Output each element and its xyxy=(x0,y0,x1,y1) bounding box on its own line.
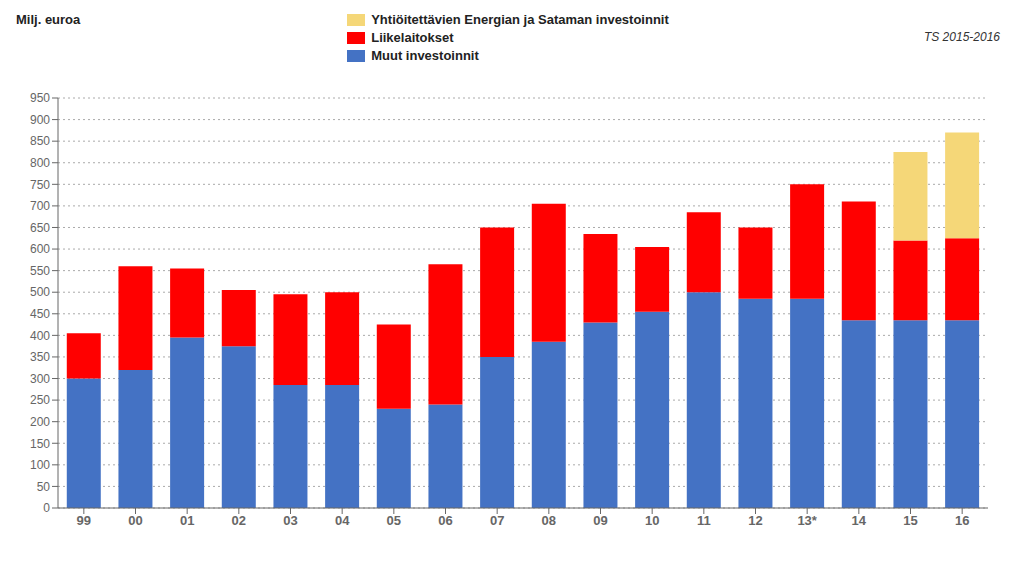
svg-text:600: 600 xyxy=(30,242,50,256)
svg-text:04: 04 xyxy=(335,513,350,528)
svg-text:800: 800 xyxy=(30,156,50,170)
svg-text:950: 950 xyxy=(30,91,50,105)
svg-text:03: 03 xyxy=(283,513,297,528)
svg-text:750: 750 xyxy=(30,178,50,192)
svg-text:15: 15 xyxy=(903,513,917,528)
svg-text:13*: 13* xyxy=(797,513,817,528)
svg-text:100: 100 xyxy=(30,458,50,472)
svg-text:450: 450 xyxy=(30,307,50,321)
svg-text:0: 0 xyxy=(43,501,50,515)
html-text:Yhtiöitettävien Energian ja Sa: Yhtiöitettävien Energian ja Sataman inve… xyxy=(371,12,669,27)
svg-text:10: 10 xyxy=(645,513,659,528)
html-text:Milj. euroa: Milj. euroa xyxy=(16,12,81,27)
svg-text:01: 01 xyxy=(180,513,194,528)
svg-text:05: 05 xyxy=(387,513,401,528)
html-text:Liikelaitokset: Liikelaitokset xyxy=(371,30,454,45)
svg-text:200: 200 xyxy=(30,415,50,429)
svg-text:00: 00 xyxy=(128,513,142,528)
svg-text:50: 50 xyxy=(37,480,51,494)
svg-text:400: 400 xyxy=(30,329,50,343)
svg-text:850: 850 xyxy=(30,134,50,148)
svg-text:09: 09 xyxy=(593,513,607,528)
svg-text:16: 16 xyxy=(955,513,969,528)
svg-text:99: 99 xyxy=(77,513,91,528)
svg-text:150: 150 xyxy=(30,437,50,451)
svg-text:11: 11 xyxy=(697,513,711,528)
svg-text:500: 500 xyxy=(30,285,50,299)
html-text:TS 2015-2016: TS 2015-2016 xyxy=(923,30,1000,44)
svg-text:06: 06 xyxy=(438,513,452,528)
svg-text:250: 250 xyxy=(30,393,50,407)
html-text:Muut investoinnit: Muut investoinnit xyxy=(371,48,479,63)
svg-text:900: 900 xyxy=(30,113,50,127)
svg-text:14: 14 xyxy=(852,513,867,528)
svg-text:350: 350 xyxy=(30,350,50,364)
svg-text:300: 300 xyxy=(30,372,50,386)
svg-text:650: 650 xyxy=(30,221,50,235)
svg-text:07: 07 xyxy=(490,513,504,528)
svg-text:12: 12 xyxy=(748,513,762,528)
svg-text:08: 08 xyxy=(542,513,556,528)
svg-text:02: 02 xyxy=(232,513,246,528)
svg-text:550: 550 xyxy=(30,264,50,278)
svg-text:700: 700 xyxy=(30,199,50,213)
